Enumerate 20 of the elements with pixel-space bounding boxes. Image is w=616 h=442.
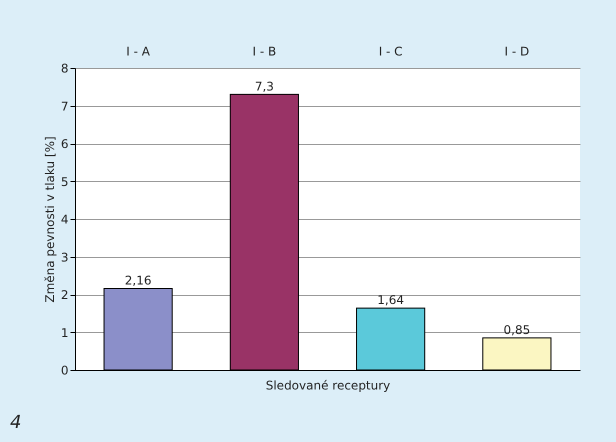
y-tick-label: 3 bbox=[60, 250, 68, 264]
x-tick-label: I - A bbox=[126, 44, 151, 58]
y-tick-label: 2 bbox=[60, 288, 68, 302]
data-label: 1,64 bbox=[377, 293, 404, 308]
y-tick-label: 4 bbox=[60, 212, 68, 226]
y-axis-title: Změna pevnosti v tlaku [%] bbox=[42, 136, 57, 303]
x-tick-label: I - C bbox=[378, 44, 403, 58]
text: 4 bbox=[10, 412, 22, 433]
data-label: 0,85 bbox=[504, 322, 530, 337]
data-label: 7,3 bbox=[254, 79, 274, 94]
y-tick-label: 7 bbox=[60, 99, 68, 114]
x-axis-title: Sledované receptury bbox=[266, 378, 390, 392]
y-tick-label: 5 bbox=[60, 174, 68, 189]
y-tick-label: 8 bbox=[60, 62, 68, 76]
y-tick-label: 6 bbox=[60, 137, 68, 151]
data-label: 2,16 bbox=[124, 273, 152, 288]
x-tick-label: I - B bbox=[252, 44, 276, 58]
y-tick-label: 1 bbox=[60, 326, 68, 340]
y-tick-label: 0 bbox=[60, 364, 68, 378]
x-tick-label: I - D bbox=[504, 44, 530, 58]
